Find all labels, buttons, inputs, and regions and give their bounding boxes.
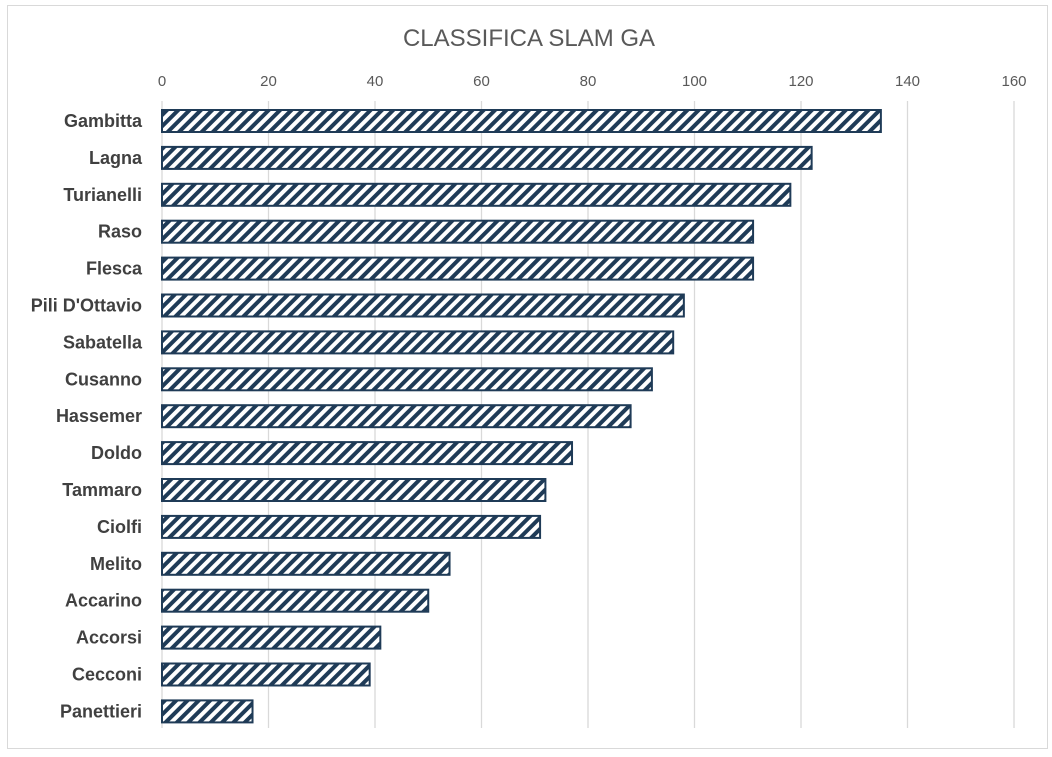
category-label: Cecconi xyxy=(72,665,142,685)
x-tick-label: 140 xyxy=(895,73,920,90)
category-label: Accorsi xyxy=(76,628,142,648)
x-tick-label: 20 xyxy=(260,73,277,90)
bar-chart: CLASSIFICA SLAM GA 0 20 40 60 80 100 120 140 160… xyxy=(31,25,1027,728)
bar xyxy=(161,219,755,244)
bar xyxy=(161,145,813,170)
x-axis-ticks: 0 20 40 60 80 100 120 140 160 xyxy=(158,73,1027,90)
bar xyxy=(161,588,430,613)
x-tick-label: 0 xyxy=(158,73,166,90)
category-label: Sabatella xyxy=(63,332,143,352)
x-tick-label: 40 xyxy=(367,73,384,90)
bar xyxy=(161,367,653,392)
bar xyxy=(161,514,542,539)
x-tick-label: 100 xyxy=(682,73,707,90)
bar xyxy=(161,182,792,207)
category-label: Tammaro xyxy=(62,480,142,500)
category-label: Doldo xyxy=(91,443,142,463)
x-tick-label: 60 xyxy=(473,73,490,90)
x-tick-label: 80 xyxy=(580,73,597,90)
category-label: Cusanno xyxy=(65,369,142,389)
category-label: Panettieri xyxy=(60,701,142,721)
category-label: Hassemer xyxy=(56,406,142,426)
bar xyxy=(161,293,685,318)
category-label: Turianelli xyxy=(63,185,142,205)
bar xyxy=(161,551,451,576)
bar xyxy=(161,256,755,281)
x-tick-label: 160 xyxy=(1001,73,1026,90)
category-label: Pili D'Ottavio xyxy=(31,296,142,316)
x-tick-label: 120 xyxy=(788,73,813,90)
category-label: Raso xyxy=(98,222,142,242)
bar xyxy=(161,699,254,724)
chart-area[interactable]: CLASSIFICA SLAM GA 0 20 40 60 80 100 120 140 160… xyxy=(7,5,1048,749)
chart-title: CLASSIFICA SLAM GA xyxy=(403,25,655,52)
bar xyxy=(161,625,382,650)
bar xyxy=(161,662,371,687)
bar xyxy=(161,478,547,502)
category-label: Ciolfi xyxy=(97,517,142,537)
bar xyxy=(161,404,632,429)
category-label: Lagna xyxy=(89,148,143,168)
bar xyxy=(161,441,574,466)
category-label: Flesca xyxy=(86,259,143,279)
category-label: Gambitta xyxy=(64,111,143,131)
bar xyxy=(161,109,882,133)
category-label: Melito xyxy=(90,554,142,574)
category-axis: Gambitta Lagna Turianelli Raso Flesca Pili D'… xyxy=(31,111,143,721)
bar xyxy=(161,330,675,355)
category-label: Accarino xyxy=(65,591,142,611)
bars xyxy=(161,109,882,724)
